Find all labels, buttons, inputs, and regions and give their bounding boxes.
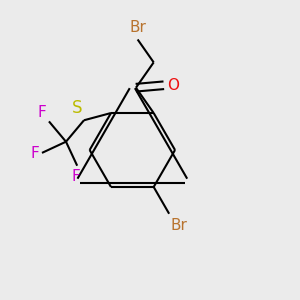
Text: F: F [30,146,39,161]
Text: F: F [38,105,46,120]
Text: Br: Br [129,20,146,35]
Text: O: O [167,78,179,93]
Text: Br: Br [171,218,188,233]
Text: S: S [72,99,83,117]
Text: F: F [71,169,80,184]
